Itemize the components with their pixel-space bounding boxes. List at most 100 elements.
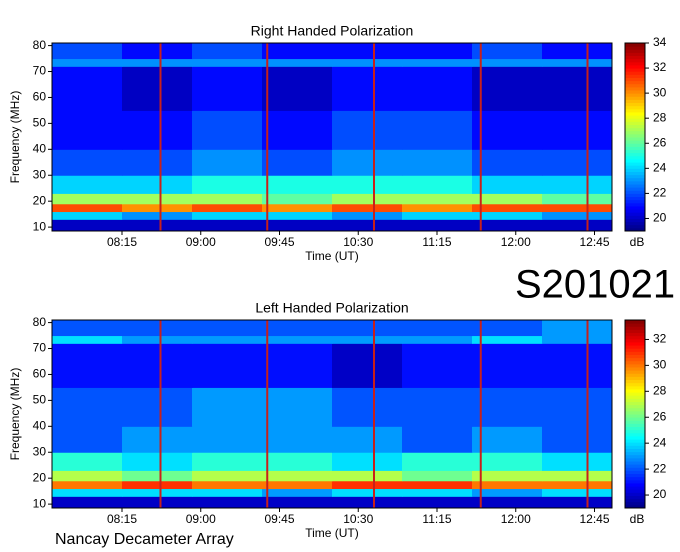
heatmap-cell <box>122 211 193 220</box>
colorbar-segment <box>625 171 645 176</box>
heatmap-cell <box>332 219 403 232</box>
heatmap-cell <box>122 219 193 232</box>
colorbar-segment <box>625 127 645 132</box>
heatmap-cell <box>472 175 543 194</box>
y-tick-label: 40 <box>33 141 47 155</box>
colorbar-label: dB <box>630 512 645 526</box>
heatmap-cell <box>122 470 193 482</box>
colorbar-segment <box>625 140 645 144</box>
colorbar-segment <box>625 74 645 78</box>
heatmap-cell <box>262 488 333 497</box>
colorbar-segment <box>625 388 645 393</box>
colorbar-segment <box>625 199 645 204</box>
colorbar-tick-label: 22 <box>653 461 667 475</box>
heatmap-cell <box>122 193 193 205</box>
heatmap-cell <box>402 426 473 453</box>
heatmap-cell <box>122 488 193 497</box>
heatmap-cell <box>332 480 403 490</box>
heatmap-cell <box>332 149 403 176</box>
colorbar-segment <box>625 414 645 418</box>
colorbar-segment <box>625 395 645 399</box>
heatmap-cell <box>262 66 333 111</box>
heatmap-cell <box>192 496 263 509</box>
x-tick-label: 11:15 <box>422 235 451 249</box>
colorbar-segment <box>625 351 645 355</box>
heatmap-cell <box>122 320 193 337</box>
heatmap-cell <box>472 387 543 427</box>
heatmap-cell <box>192 211 263 220</box>
heatmap-cell <box>192 203 263 213</box>
heatmap-cell <box>192 149 263 176</box>
heatmap-cell <box>52 320 123 337</box>
heatmap-cell <box>262 219 333 232</box>
colorbar-segment <box>625 43 645 47</box>
heatmap-cell <box>192 480 263 490</box>
heatmap-cell <box>52 211 123 220</box>
colorbar-segment <box>625 118 645 122</box>
colorbar-segment <box>625 93 645 97</box>
colorbar-segment <box>625 442 645 446</box>
heatmap-cell <box>472 335 543 344</box>
colorbar-segment <box>625 121 645 125</box>
y-tick-label: 80 <box>33 315 47 329</box>
y-axis-label: Frequency (MHz) <box>8 368 22 461</box>
heatmap-cell <box>192 193 263 205</box>
colorbar-segment <box>625 61 645 66</box>
colorbar-segment <box>625 420 645 424</box>
heatmap-cell <box>52 193 123 205</box>
heatmap-cell <box>52 43 123 60</box>
colorbar-segment <box>625 205 645 210</box>
colorbar-frame <box>624 42 646 232</box>
colorbar-segment <box>625 196 645 201</box>
colorbar-segment <box>625 96 645 100</box>
colorbar-segment <box>625 495 645 500</box>
heatmap-cell <box>472 320 543 337</box>
colorbar-segment <box>625 68 645 72</box>
colorbar-segment <box>625 432 645 437</box>
y-tick-label: 60 <box>33 90 47 104</box>
colorbar-segment <box>625 373 645 377</box>
colorbar-segment <box>625 187 645 191</box>
heatmap-cell <box>472 149 543 176</box>
heatmap-cell <box>262 480 333 490</box>
colorbar-segment <box>625 486 645 490</box>
colorbar-segment <box>625 212 645 216</box>
colorbar-tick-label: 32 <box>653 60 667 74</box>
colorbar-segment <box>625 115 645 119</box>
heatmap-cell <box>192 335 263 344</box>
colorbar-segment <box>625 370 645 374</box>
colorbar-segment <box>625 137 645 141</box>
colorbar-segment <box>625 445 645 449</box>
heatmap-cell <box>122 110 193 150</box>
heatmap-cell <box>192 426 263 453</box>
y-tick-label: 50 <box>33 393 47 407</box>
heatmap-cell <box>472 203 543 213</box>
colorbar-segment <box>625 476 645 481</box>
heatmap-cell <box>402 343 473 388</box>
heatmap-cell <box>402 203 473 213</box>
heatmap-cell <box>122 343 193 388</box>
heatmap-cell <box>402 175 473 194</box>
heatmap-cell <box>192 219 263 232</box>
colorbar-segment <box>625 341 645 346</box>
heatmap-cell <box>472 426 543 453</box>
colorbar-segment <box>625 149 645 154</box>
x-axis-label: Time (UT) <box>305 249 359 263</box>
colorbar-segment <box>625 215 645 219</box>
colorbar-tick-label: 20 <box>653 211 667 225</box>
x-tick-label: 12:00 <box>501 512 531 526</box>
colorbar-segment <box>625 392 645 396</box>
colorbar-segment <box>625 209 645 213</box>
colorbar-tick-label: 28 <box>653 383 667 397</box>
heatmap-cell <box>472 343 543 388</box>
heatmap-cell <box>402 452 473 471</box>
colorbar-segment <box>625 329 645 334</box>
heatmap-cell <box>542 211 613 220</box>
colorbar-segment <box>625 193 645 198</box>
x-tick-label: 08:15 <box>107 512 137 526</box>
heatmap-cell <box>262 211 333 220</box>
heatmap-cell <box>402 110 473 150</box>
heatmap-cell <box>332 496 403 509</box>
